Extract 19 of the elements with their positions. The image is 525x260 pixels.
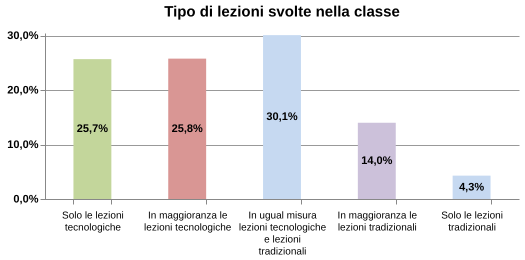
x-tick-label: In maggioranza le lezioni tecnologiche <box>144 210 232 234</box>
chart-title: Tipo di lezioni svolte nella classe <box>164 4 400 21</box>
data-label: 25,7% <box>76 123 108 136</box>
x-tick-label: Solo le lezioni tradizionali <box>441 210 503 234</box>
data-label: 4,3% <box>459 181 484 194</box>
bar <box>168 58 206 199</box>
y-tick-label: 30,0% <box>7 30 39 42</box>
x-tick-label: Solo le lezioni tecnologiche <box>62 210 124 234</box>
y-tick-label: 0,0% <box>13 194 39 206</box>
bar <box>358 122 396 199</box>
y-tick-label: 10,0% <box>7 139 39 152</box>
y-tick-label: 20,0% <box>7 84 39 97</box>
bar <box>73 59 112 199</box>
data-label: 25,8% <box>172 122 204 135</box>
data-label: 14,0% <box>361 154 393 167</box>
bar <box>263 35 301 199</box>
x-tick-label: In maggioranza le lezioni tradizionali <box>338 210 418 234</box>
x-tick-label: In ugual misura lezioni tecnologiche e lezioni tradizionali <box>238 210 327 258</box>
data-label: 30,1% <box>266 111 298 124</box>
